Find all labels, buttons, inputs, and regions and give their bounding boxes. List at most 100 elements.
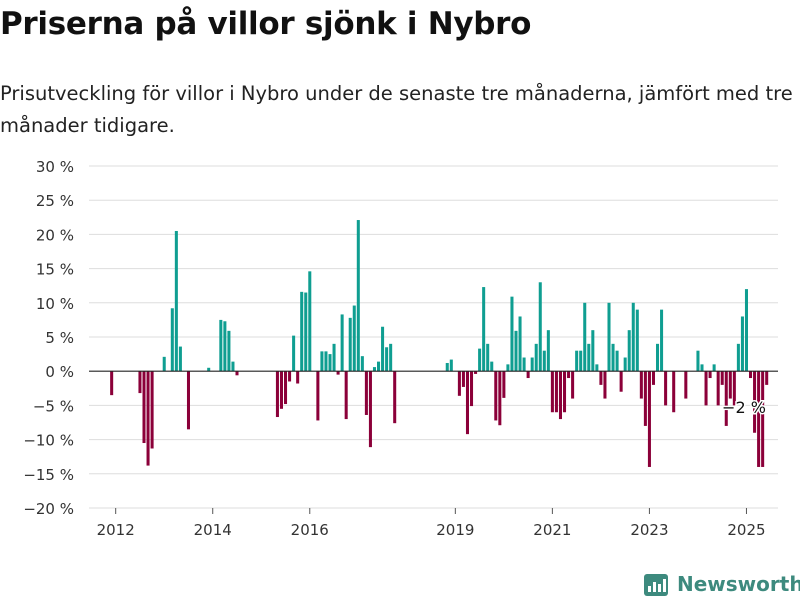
bar: [757, 371, 761, 467]
bar: [231, 361, 235, 372]
bar: [227, 330, 231, 372]
bar: [708, 371, 712, 379]
bar: [288, 371, 292, 382]
bar: [377, 361, 381, 372]
bar: [494, 371, 498, 421]
bar: [348, 317, 352, 372]
bars: [110, 220, 769, 467]
y-tick-label: −20 %: [23, 500, 74, 518]
x-axis-ticks: 2012 2014 2016 2019 2021 2023 2025: [97, 508, 766, 539]
bar: [360, 356, 364, 372]
bar: [579, 350, 583, 372]
bar: [381, 326, 385, 372]
bar: [639, 371, 643, 399]
bar: [732, 371, 736, 406]
bar: [534, 343, 538, 372]
bar: [138, 371, 142, 394]
bar: [465, 371, 469, 435]
bar: [627, 330, 631, 372]
bar: [554, 371, 558, 413]
bar: [660, 309, 664, 372]
x-tick-label: 2014: [194, 521, 232, 539]
bar: [474, 371, 478, 374]
bar: [623, 357, 627, 372]
bar: [651, 371, 655, 385]
bar: [571, 371, 575, 399]
bar: [567, 371, 571, 379]
bar: [761, 371, 765, 467]
bar: [170, 308, 174, 372]
bar: [631, 302, 635, 372]
bar: [368, 371, 372, 448]
bar: [279, 371, 283, 409]
bar: [457, 371, 461, 396]
brand-logo: Newsworthy: [643, 569, 800, 599]
bar: [672, 371, 676, 413]
bar: [352, 305, 356, 372]
y-tick-label: 25 %: [36, 192, 74, 210]
y-tick-label: 30 %: [36, 158, 74, 176]
bar: [583, 302, 587, 372]
bar: [275, 371, 279, 418]
bar: [336, 371, 340, 375]
bar: [385, 347, 389, 372]
bar: [740, 316, 744, 372]
bar: [150, 371, 154, 449]
bar: [550, 371, 554, 413]
bar: [235, 371, 239, 376]
bar: [619, 371, 623, 392]
bar: [470, 371, 474, 407]
bar: [599, 371, 603, 385]
bar: [296, 371, 300, 384]
bar: [587, 343, 591, 372]
bar: [186, 371, 191, 430]
bar: [364, 371, 368, 415]
bar: [522, 357, 526, 372]
x-tick-label: 2016: [291, 521, 329, 539]
x-tick-label: 2012: [97, 521, 135, 539]
bar: [647, 371, 651, 467]
bar: [700, 364, 704, 372]
bar: [340, 314, 344, 372]
bar: [372, 367, 376, 372]
bar: [696, 350, 700, 372]
bar: [320, 351, 324, 372]
bar: [324, 351, 328, 372]
bar: [316, 371, 320, 421]
bar: [178, 346, 182, 372]
bar: [223, 321, 227, 372]
bar: [558, 371, 562, 420]
bar: [304, 292, 308, 372]
bar: [514, 330, 518, 372]
value-annotation: −2 %: [722, 398, 766, 417]
bar: [704, 371, 708, 406]
bar: [518, 316, 522, 372]
bar: [219, 319, 223, 372]
bar: [575, 350, 579, 372]
bar: [591, 330, 595, 372]
bar: [712, 364, 716, 372]
bar: [563, 371, 567, 413]
y-axis-ticks: 30 % 25 % 20 % 15 % 10 % 5 % 0 % −5 % −10 % −15 %…: [23, 158, 74, 518]
chart-subtitle: Prisutveckling för villor i Nybro under …: [0, 82, 793, 137]
bar: [506, 364, 510, 372]
bar: [449, 359, 453, 372]
bar: [393, 371, 397, 424]
y-tick-label: 15 %: [36, 261, 74, 279]
bar: [749, 371, 753, 379]
bar: [486, 343, 490, 372]
bar: [284, 371, 288, 405]
brand-name: Newsworthy: [677, 572, 800, 596]
bar: [292, 335, 296, 372]
x-tick-label: 2025: [727, 521, 765, 539]
bar: [611, 343, 615, 372]
newsworthy-icon: [644, 574, 668, 596]
bar: [498, 371, 502, 426]
bar: [664, 371, 668, 406]
bar: [724, 371, 728, 426]
bar: [643, 371, 647, 426]
x-tick-label: 2021: [533, 521, 571, 539]
bar: [538, 282, 542, 372]
bar: [684, 371, 688, 399]
bar: [174, 230, 178, 372]
